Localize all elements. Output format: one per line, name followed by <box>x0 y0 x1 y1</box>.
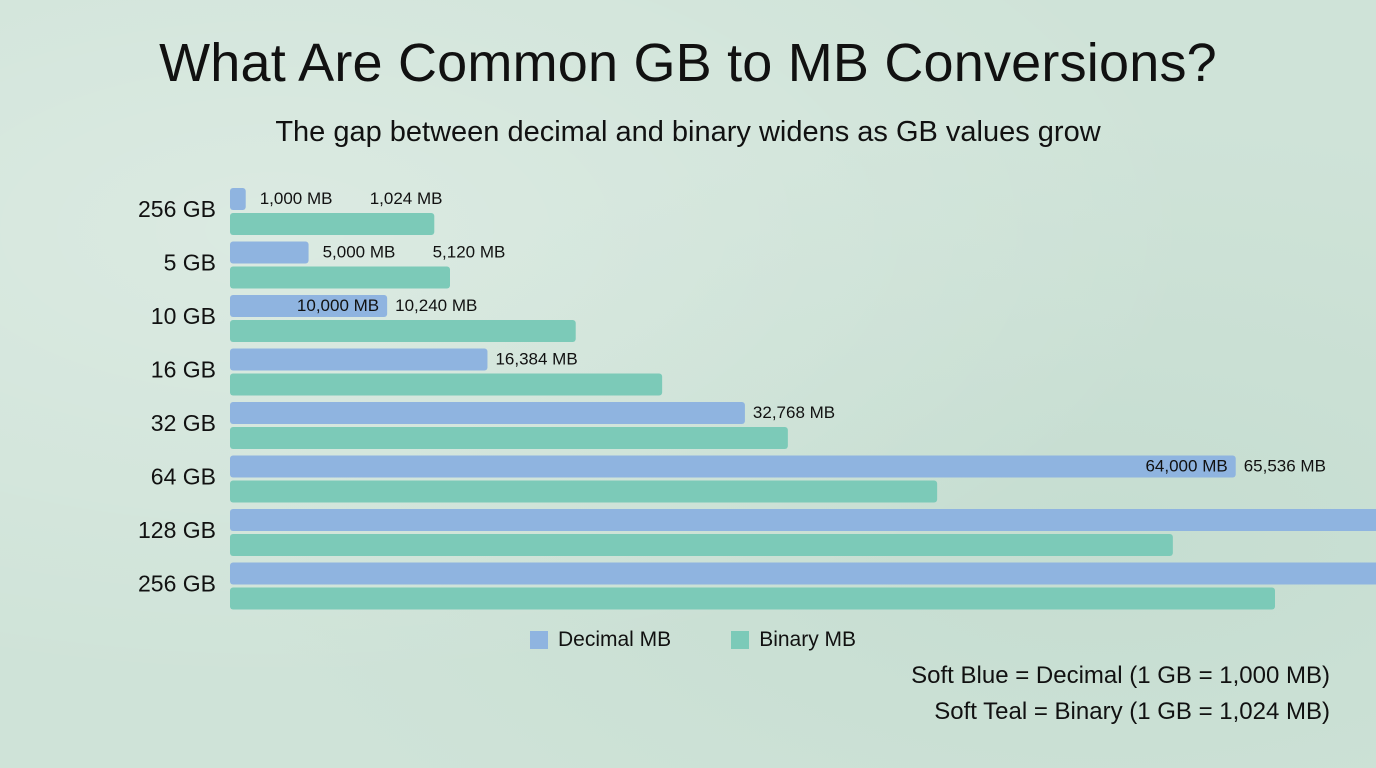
bar-binary <box>230 213 435 235</box>
bar-binary <box>230 534 1173 556</box>
bar-decimal <box>230 402 745 424</box>
bar-binary <box>230 480 938 503</box>
category-label: 10 GB <box>151 303 216 329</box>
bar-decimal <box>230 455 1236 478</box>
note-decimal: Soft Blue = Decimal (1 GB = 1,000 MB) <box>911 662 1330 689</box>
category-label: 32 GB <box>151 410 216 436</box>
category-label: 128 GB <box>138 517 216 543</box>
category-label: 16 GB <box>151 357 216 383</box>
data-label-decimal: 10,000 MB <box>297 296 379 315</box>
bar-binary <box>230 427 788 449</box>
data-label-decimal: 1,000 MB <box>260 189 333 208</box>
legend-label-decimal: Decimal MB <box>558 628 672 651</box>
bar-binary <box>230 587 1275 610</box>
bar-decimal <box>230 241 309 264</box>
chart-subtitle: The gap between decimal and binary widen… <box>275 116 1101 148</box>
category-label: 64 GB <box>151 464 216 490</box>
legend-swatch-binary <box>731 631 750 649</box>
category-label: 256 GB <box>138 196 216 222</box>
category-label: 5 GB <box>164 250 216 276</box>
legend-item-decimal: Decimal MB <box>530 628 671 652</box>
bar-binary <box>230 373 663 396</box>
note-binary: Soft Teal = Binary (1 GB = 1,024 MB) <box>934 698 1330 725</box>
chart-legend: Decimal MB Binary MB <box>530 628 916 652</box>
bar-decimal <box>230 562 1376 585</box>
legend-item-binary: Binary MB <box>731 628 856 652</box>
bar-binary <box>230 320 576 342</box>
data-label-binary: 65,536 MB <box>1244 457 1326 476</box>
bar-decimal <box>230 509 1376 531</box>
data-label-binary: 16,384 MB <box>495 350 577 369</box>
chart-title: What Are Common GB to MB Conversions? <box>159 33 1217 93</box>
category-label: 256 GB <box>138 571 216 597</box>
legend-swatch-decimal <box>530 631 548 649</box>
data-label-decimal: 5,000 MB <box>323 243 396 262</box>
data-label-binary: 1,024 MB <box>370 189 443 208</box>
data-label-decimal: 64,000 MB <box>1145 457 1227 476</box>
bar-decimal <box>230 348 488 371</box>
bar-decimal <box>230 295 388 317</box>
legend-label-binary: Binary MB <box>759 628 857 651</box>
data-label-binary: 10,240 MB <box>395 296 477 315</box>
data-label-binary: 5,120 MB <box>433 243 506 262</box>
bar-binary <box>230 266 450 289</box>
data-label-binary: 32,768 MB <box>753 403 835 422</box>
bar-decimal <box>230 188 246 210</box>
